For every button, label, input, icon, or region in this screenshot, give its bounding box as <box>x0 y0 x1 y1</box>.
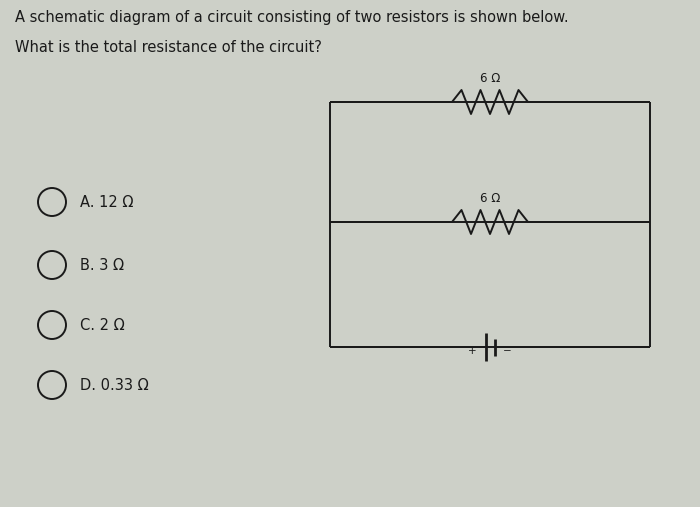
Text: C. 2 Ω: C. 2 Ω <box>80 317 125 333</box>
Text: D. 0.33 Ω: D. 0.33 Ω <box>80 378 148 392</box>
Text: What is the total resistance of the circuit?: What is the total resistance of the circ… <box>15 40 322 55</box>
Text: 6 Ω: 6 Ω <box>480 192 500 205</box>
Text: A schematic diagram of a circuit consisting of two resistors is shown below.: A schematic diagram of a circuit consist… <box>15 10 568 25</box>
Text: B. 3 Ω: B. 3 Ω <box>80 258 124 272</box>
Text: +: + <box>468 346 477 356</box>
Text: A. 12 Ω: A. 12 Ω <box>80 195 134 209</box>
Text: −: − <box>503 346 512 356</box>
Text: 6 Ω: 6 Ω <box>480 72 500 85</box>
